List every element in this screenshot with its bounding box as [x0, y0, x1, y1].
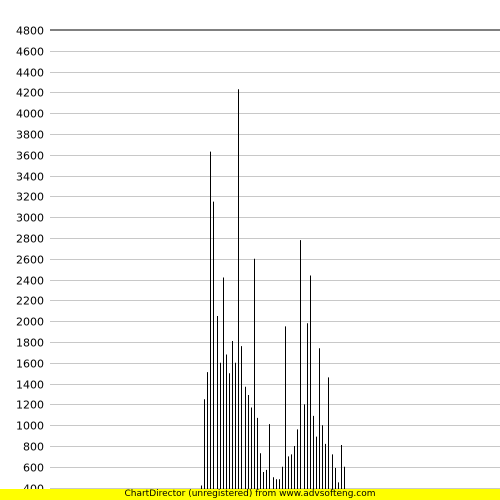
y-tick-label: 2400: [16, 275, 44, 288]
y-tick-label: 4800: [16, 25, 44, 38]
bar-series: [201, 89, 345, 500]
y-tick-label: 600: [23, 462, 44, 475]
y-tick-label: 4600: [16, 46, 44, 59]
y-tick-label: 2000: [16, 316, 44, 329]
y-tick-label: 1000: [16, 420, 44, 433]
y-tick-label: 3600: [16, 150, 44, 163]
y-tick-label: 1400: [16, 379, 44, 392]
y-tick-label: 3800: [16, 129, 44, 142]
y-tick-label: 2600: [16, 254, 44, 267]
y-tick-label: 3400: [16, 171, 44, 184]
y-tick-label: 1600: [16, 358, 44, 371]
watermark-text: ChartDirector (unregistered) from www.ad…: [124, 489, 376, 499]
y-tick-label: 3000: [16, 212, 44, 225]
y-tick-label: 2800: [16, 233, 44, 246]
y-tick-label: 1800: [16, 337, 44, 350]
y-tick-label: 4000: [16, 108, 44, 121]
y-tick-label: 2200: [16, 295, 44, 308]
grid-lines: [50, 51, 500, 489]
y-tick-label: 4400: [16, 67, 44, 80]
watermark-banner: ChartDirector (unregistered) from www.ad…: [0, 489, 500, 500]
y-tick-label: 1200: [16, 399, 44, 412]
y-tick-label: 4200: [16, 87, 44, 100]
y-tick-label: 3200: [16, 191, 44, 204]
y-axis-tick-labels: 4006008001000120014001600180020002200240…: [16, 25, 44, 496]
y-tick-label: 800: [23, 441, 44, 454]
